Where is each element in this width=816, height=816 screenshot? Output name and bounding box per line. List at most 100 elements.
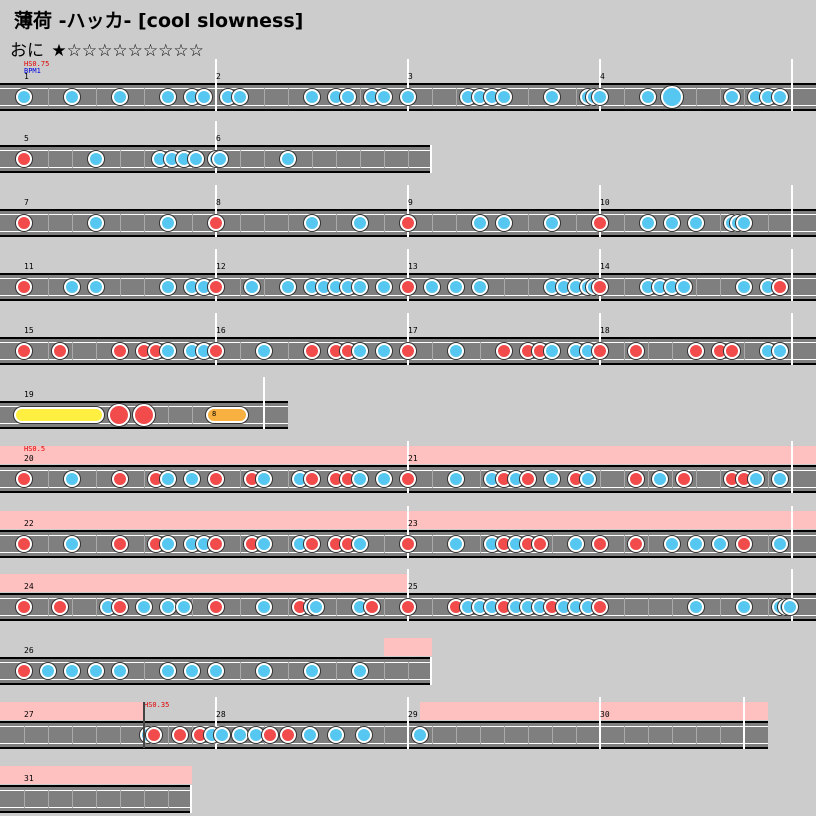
beat-line <box>624 278 625 296</box>
ka-note <box>244 279 260 295</box>
beat-line <box>384 598 385 616</box>
don-note <box>304 536 320 552</box>
beat-line <box>648 342 649 360</box>
bar-line <box>599 249 601 301</box>
beat-line <box>648 598 649 616</box>
beat-line <box>264 278 265 296</box>
ka-note <box>640 215 656 231</box>
scroll-command: HS0.75 <box>24 60 50 68</box>
ka-note <box>64 89 80 105</box>
bar-line <box>143 702 145 748</box>
ka-note <box>688 215 704 231</box>
measure-number: 7 <box>24 198 29 207</box>
beat-line <box>192 214 193 232</box>
ka-note <box>736 215 752 231</box>
ka-note <box>160 279 176 295</box>
beat-line <box>240 278 241 296</box>
ka-note <box>496 89 512 105</box>
measure-number: 1 <box>24 72 29 81</box>
measure-number: 8 <box>216 198 221 207</box>
ka-note <box>352 215 368 231</box>
don-note <box>16 343 32 359</box>
don-note <box>208 471 224 487</box>
ka-note <box>376 279 392 295</box>
ka-note <box>160 343 176 359</box>
ka-note <box>448 343 464 359</box>
ka-note <box>188 151 204 167</box>
beat-line <box>336 214 337 232</box>
beat-line <box>72 726 73 744</box>
beat-line <box>240 214 241 232</box>
beat-line <box>528 726 529 744</box>
measure-number: 17 <box>408 326 418 335</box>
beat-line <box>528 278 529 296</box>
beat-line <box>120 150 121 168</box>
don-note <box>400 599 416 615</box>
beat-line <box>408 150 409 168</box>
ka-note <box>712 536 728 552</box>
beat-line <box>96 342 97 360</box>
beat-line <box>768 598 769 616</box>
beat-line <box>456 726 457 744</box>
beat-line <box>144 214 145 232</box>
beat-line <box>624 342 625 360</box>
don-note <box>628 343 644 359</box>
ka-note <box>782 599 798 615</box>
scroll-change-band <box>0 574 408 592</box>
measure-number: 18 <box>600 326 610 335</box>
ka-note <box>214 727 230 743</box>
don-big-note <box>108 404 130 426</box>
beat-line <box>336 662 337 680</box>
beat-line <box>552 535 553 553</box>
ka-note <box>136 599 152 615</box>
beat-line <box>672 342 673 360</box>
bar-line <box>407 697 409 749</box>
don-note <box>112 599 128 615</box>
ka-note <box>724 89 740 105</box>
don-note <box>400 279 416 295</box>
ka-note <box>736 279 752 295</box>
bar-line <box>430 145 432 173</box>
measure-number: 31 <box>24 774 34 783</box>
beat-line <box>360 88 361 106</box>
don-note <box>304 343 320 359</box>
measure-number: 10 <box>600 198 610 207</box>
ka-note <box>112 89 128 105</box>
beat-line <box>384 214 385 232</box>
ka-note <box>400 89 416 105</box>
bar-line <box>407 506 409 558</box>
don-note <box>736 536 752 552</box>
beat-line <box>240 470 241 488</box>
bar-line <box>215 121 217 173</box>
beat-line <box>576 88 577 106</box>
beat-line <box>360 150 361 168</box>
ka-note <box>664 536 680 552</box>
measure-number: 19 <box>24 390 34 399</box>
beat-line <box>72 598 73 616</box>
measure-number: 16 <box>216 326 226 335</box>
beat-line <box>432 535 433 553</box>
ka-note <box>88 215 104 231</box>
ka-note <box>688 536 704 552</box>
ka-note <box>356 727 372 743</box>
beat-line <box>48 150 49 168</box>
beat-line <box>432 470 433 488</box>
don-note <box>280 727 296 743</box>
ka-note <box>352 536 368 552</box>
beat-line <box>48 88 49 106</box>
beat-line <box>768 470 769 488</box>
beat-line <box>624 470 625 488</box>
bar-line <box>791 506 793 558</box>
beat-line <box>336 598 337 616</box>
ka-note <box>640 89 656 105</box>
beat-line <box>384 726 385 744</box>
beat-line <box>432 598 433 616</box>
measure-number: 5 <box>24 134 29 143</box>
scroll-command: HS0.35 <box>144 701 170 709</box>
beat-line <box>288 662 289 680</box>
ka-note <box>472 215 488 231</box>
measure-number: 22 <box>24 519 34 528</box>
beat-line <box>576 214 577 232</box>
beat-line <box>480 342 481 360</box>
ka-note <box>568 536 584 552</box>
